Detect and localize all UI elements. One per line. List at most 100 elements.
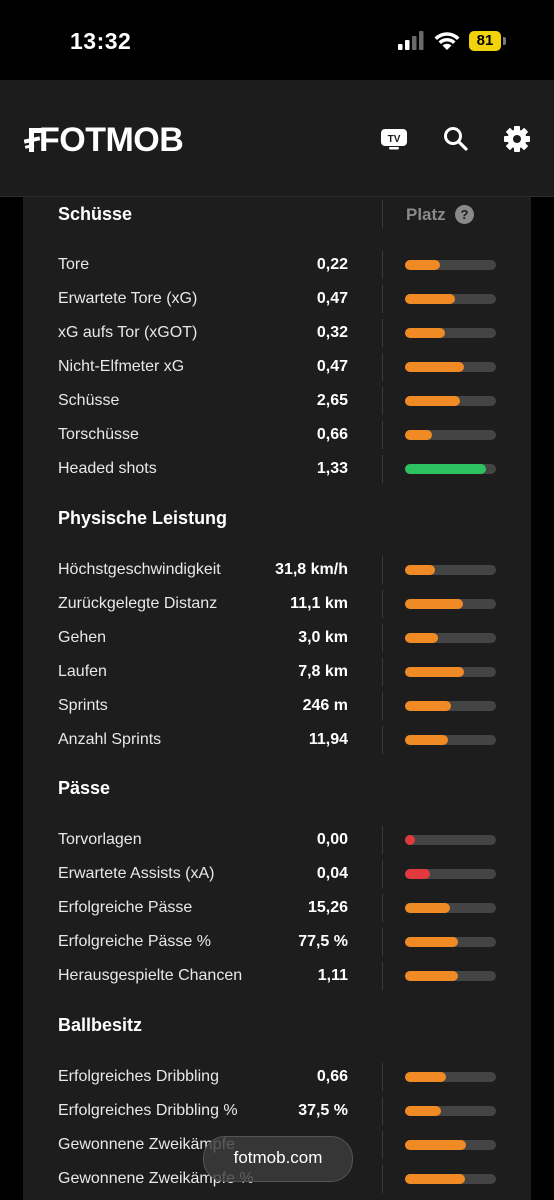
rank-bar-fill bbox=[405, 701, 451, 711]
stat-label: Gehen bbox=[58, 629, 107, 646]
rank-bar bbox=[405, 599, 496, 609]
stat-row[interactable]: Höchstgeschwindigkeit 31,8 km/h bbox=[23, 553, 531, 587]
stat-value: 11,94 bbox=[308, 731, 348, 748]
rank-bar-fill bbox=[405, 1140, 466, 1150]
stat-value: 2,65 bbox=[316, 392, 348, 409]
stat-value: 31,8 km/h bbox=[275, 561, 348, 578]
rank-bar bbox=[405, 667, 496, 677]
stat-label: Erfolgreiche Pässe bbox=[58, 899, 193, 916]
stat-row[interactable]: Sprints 246 m bbox=[23, 689, 531, 723]
rank-bar bbox=[405, 1072, 496, 1082]
rank-bar-fill bbox=[405, 667, 464, 677]
cellular-signal-icon bbox=[398, 31, 424, 50]
stat-row[interactable]: Headed shots 1,33 bbox=[23, 452, 531, 486]
rank-bar bbox=[405, 1174, 496, 1184]
stat-label: Erfolgreiches Dribbling % bbox=[58, 1102, 238, 1119]
stat-value: 1,11 bbox=[317, 967, 348, 984]
stat-row[interactable]: Tore 0,22 bbox=[23, 248, 531, 282]
stat-label: Erwartete Tore (xG) bbox=[58, 290, 198, 307]
battery-icon: 81 bbox=[469, 31, 507, 51]
column-divider bbox=[382, 285, 383, 313]
rank-bar-fill bbox=[405, 260, 440, 270]
section-title: Ballbesitz bbox=[58, 1015, 143, 1035]
status-bar: 13:32 81 bbox=[0, 0, 554, 80]
rank-bar bbox=[405, 464, 496, 474]
stat-row[interactable]: Torvorlagen 0,00 bbox=[23, 823, 531, 857]
column-divider bbox=[382, 1097, 383, 1125]
settings-button[interactable] bbox=[503, 125, 531, 153]
app-header: FOTMOB TV bbox=[0, 80, 554, 197]
rank-bar bbox=[405, 1140, 496, 1150]
stat-value: 0,66 bbox=[316, 1068, 348, 1085]
stat-row[interactable]: Torschüsse 0,66 bbox=[23, 418, 531, 452]
stat-row[interactable]: Anzahl Sprints 11,94 bbox=[23, 723, 531, 757]
stat-value: 0,47 bbox=[316, 358, 348, 375]
tv-button[interactable]: TV bbox=[380, 125, 408, 153]
stat-value: 15,26 bbox=[307, 899, 348, 916]
stat-label: Gewonnene Zweikämpfe % bbox=[58, 1170, 254, 1187]
stat-label: Torschüsse bbox=[58, 426, 139, 443]
stat-row[interactable]: Gewonnene Zweikämpfe bbox=[23, 1128, 531, 1162]
rank-bar bbox=[405, 633, 496, 643]
stat-label: Herausgespielte Chancen bbox=[58, 967, 243, 984]
stat-row[interactable]: Gehen 3,0 km bbox=[23, 621, 531, 655]
rank-bar bbox=[405, 835, 496, 845]
stat-row[interactable]: Nicht-Elfmeter xG 0,47 bbox=[23, 350, 531, 384]
stat-value: 77,5 % bbox=[298, 933, 348, 950]
stat-row[interactable]: Erwartete Assists (xA) 0,04 bbox=[23, 857, 531, 891]
stat-row[interactable]: xG aufs Tor (xGOT) 0,32 bbox=[23, 316, 531, 350]
stat-label: Torvorlagen bbox=[58, 831, 142, 848]
stat-value: 11,1 km bbox=[290, 595, 348, 612]
stat-value: 3,0 km bbox=[298, 629, 348, 646]
stat-row[interactable]: Gewonnene Zweikämpfe % bbox=[23, 1162, 531, 1196]
rank-bar bbox=[405, 1106, 496, 1116]
fotmob-logo[interactable]: FOTMOB bbox=[24, 121, 184, 159]
rank-bar bbox=[405, 701, 496, 711]
rank-bar-fill bbox=[405, 430, 432, 440]
stat-label: Laufen bbox=[58, 663, 107, 680]
stat-row[interactable]: Erfolgreiche Pässe 15,26 bbox=[23, 891, 531, 925]
column-divider bbox=[382, 353, 383, 381]
rank-bar-fill bbox=[405, 599, 463, 609]
stat-label: Erfolgreiches Dribbling bbox=[58, 1068, 219, 1085]
rank-bar bbox=[405, 430, 496, 440]
stat-label: Headed shots bbox=[58, 460, 157, 477]
column-divider bbox=[382, 556, 383, 584]
stat-row[interactable]: Erfolgreiches Dribbling % 37,5 % bbox=[23, 1094, 531, 1128]
stat-row[interactable]: Herausgespielte Chancen 1,11 bbox=[23, 959, 531, 993]
column-divider bbox=[382, 826, 383, 854]
stats-card: Platz ? Schüsse Tore 0,22 Erwartete Tore (x… bbox=[23, 197, 531, 1200]
stat-row[interactable]: Laufen 7,8 km bbox=[23, 655, 531, 689]
rank-bar-fill bbox=[405, 328, 445, 338]
logo-mark-icon bbox=[24, 128, 42, 152]
rank-bar-fill bbox=[405, 565, 435, 575]
stat-row[interactable]: Schüsse 2,65 bbox=[23, 384, 531, 418]
column-divider bbox=[382, 319, 383, 347]
stat-value: 7,8 km bbox=[298, 663, 348, 680]
fotmob-link-text: fotmob.com bbox=[233, 1148, 323, 1167]
rank-bar-fill bbox=[405, 1174, 465, 1184]
rank-bar bbox=[405, 565, 496, 575]
rank-bar bbox=[405, 937, 496, 947]
column-divider bbox=[382, 894, 383, 922]
fotmob-link-pill[interactable]: fotmob.com bbox=[203, 1136, 353, 1182]
stat-row[interactable]: Erfolgreiches Dribbling 0,66 bbox=[23, 1060, 531, 1094]
stat-row[interactable]: Erwartete Tore (xG) 0,47 bbox=[23, 282, 531, 316]
rank-bar-fill bbox=[405, 971, 458, 981]
rank-bar-fill bbox=[405, 1072, 446, 1082]
gear-icon bbox=[504, 126, 530, 152]
help-icon[interactable]: ? bbox=[455, 205, 474, 224]
rank-bar-fill bbox=[405, 396, 460, 406]
search-button[interactable] bbox=[442, 125, 470, 153]
rank-bar bbox=[405, 328, 496, 338]
stat-value: 37,5 % bbox=[298, 1102, 348, 1119]
rank-bar-fill bbox=[405, 294, 455, 304]
rank-bar-fill bbox=[405, 464, 486, 474]
column-divider bbox=[382, 387, 383, 415]
column-divider bbox=[382, 860, 383, 888]
column-divider bbox=[382, 421, 383, 449]
stat-row[interactable]: Erfolgreiche Pässe % 77,5 % bbox=[23, 925, 531, 959]
column-divider bbox=[382, 1131, 383, 1159]
stat-row[interactable]: Zurückgelegte Distanz 11,1 km bbox=[23, 587, 531, 621]
stat-value: 0,66 bbox=[316, 426, 348, 443]
